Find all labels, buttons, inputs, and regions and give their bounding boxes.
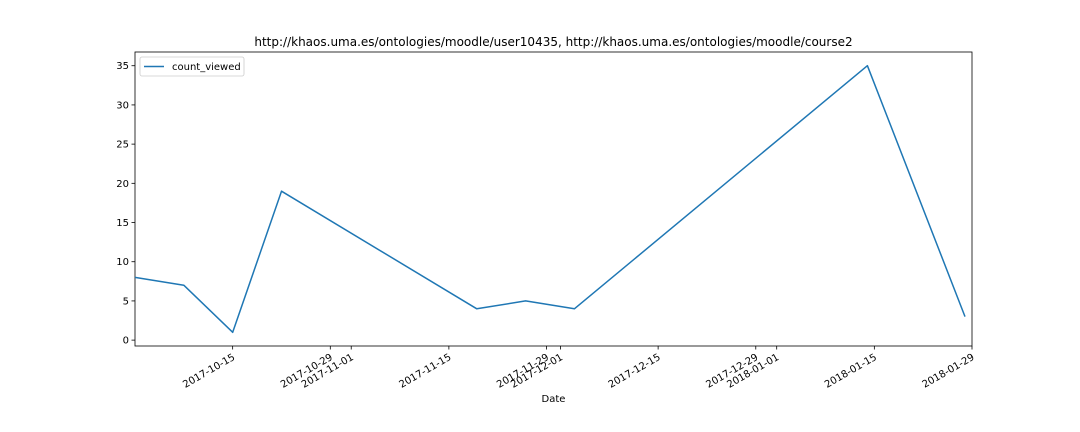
x-tick-label: 2018-01-29: [921, 352, 977, 391]
series-line: [134, 64, 966, 334]
chart-title: http://khaos.uma.es/ontologies/moodle/us…: [254, 35, 852, 49]
y-tick-label: 5: [123, 296, 129, 307]
legend: count_viewed: [139, 56, 245, 77]
x-tick-label: 2017-12-15: [607, 352, 663, 391]
y-tick-label: 10: [116, 257, 129, 268]
plot-frame: [134, 51, 973, 347]
x-tick-label: 2018-01-15: [823, 352, 879, 391]
y-axis: 0 5 10 15 20 25 30 35: [116, 61, 135, 347]
x-axis-label: Date: [542, 394, 566, 405]
legend-label: count_viewed: [172, 62, 241, 73]
y-tick-label: 30: [116, 100, 129, 111]
y-tick-label: 0: [123, 336, 129, 347]
series-layer: [134, 64, 966, 334]
y-tick-label: 35: [116, 61, 129, 72]
plot-area: [134, 51, 973, 347]
x-tick-label: 2017-10-15: [181, 352, 237, 391]
x-tick-label: 2017-11-15: [398, 352, 454, 391]
legend-box: [139, 56, 245, 77]
y-tick-label: 15: [116, 218, 129, 229]
y-tick-label: 25: [116, 140, 129, 151]
y-tick-label: 20: [116, 179, 129, 190]
